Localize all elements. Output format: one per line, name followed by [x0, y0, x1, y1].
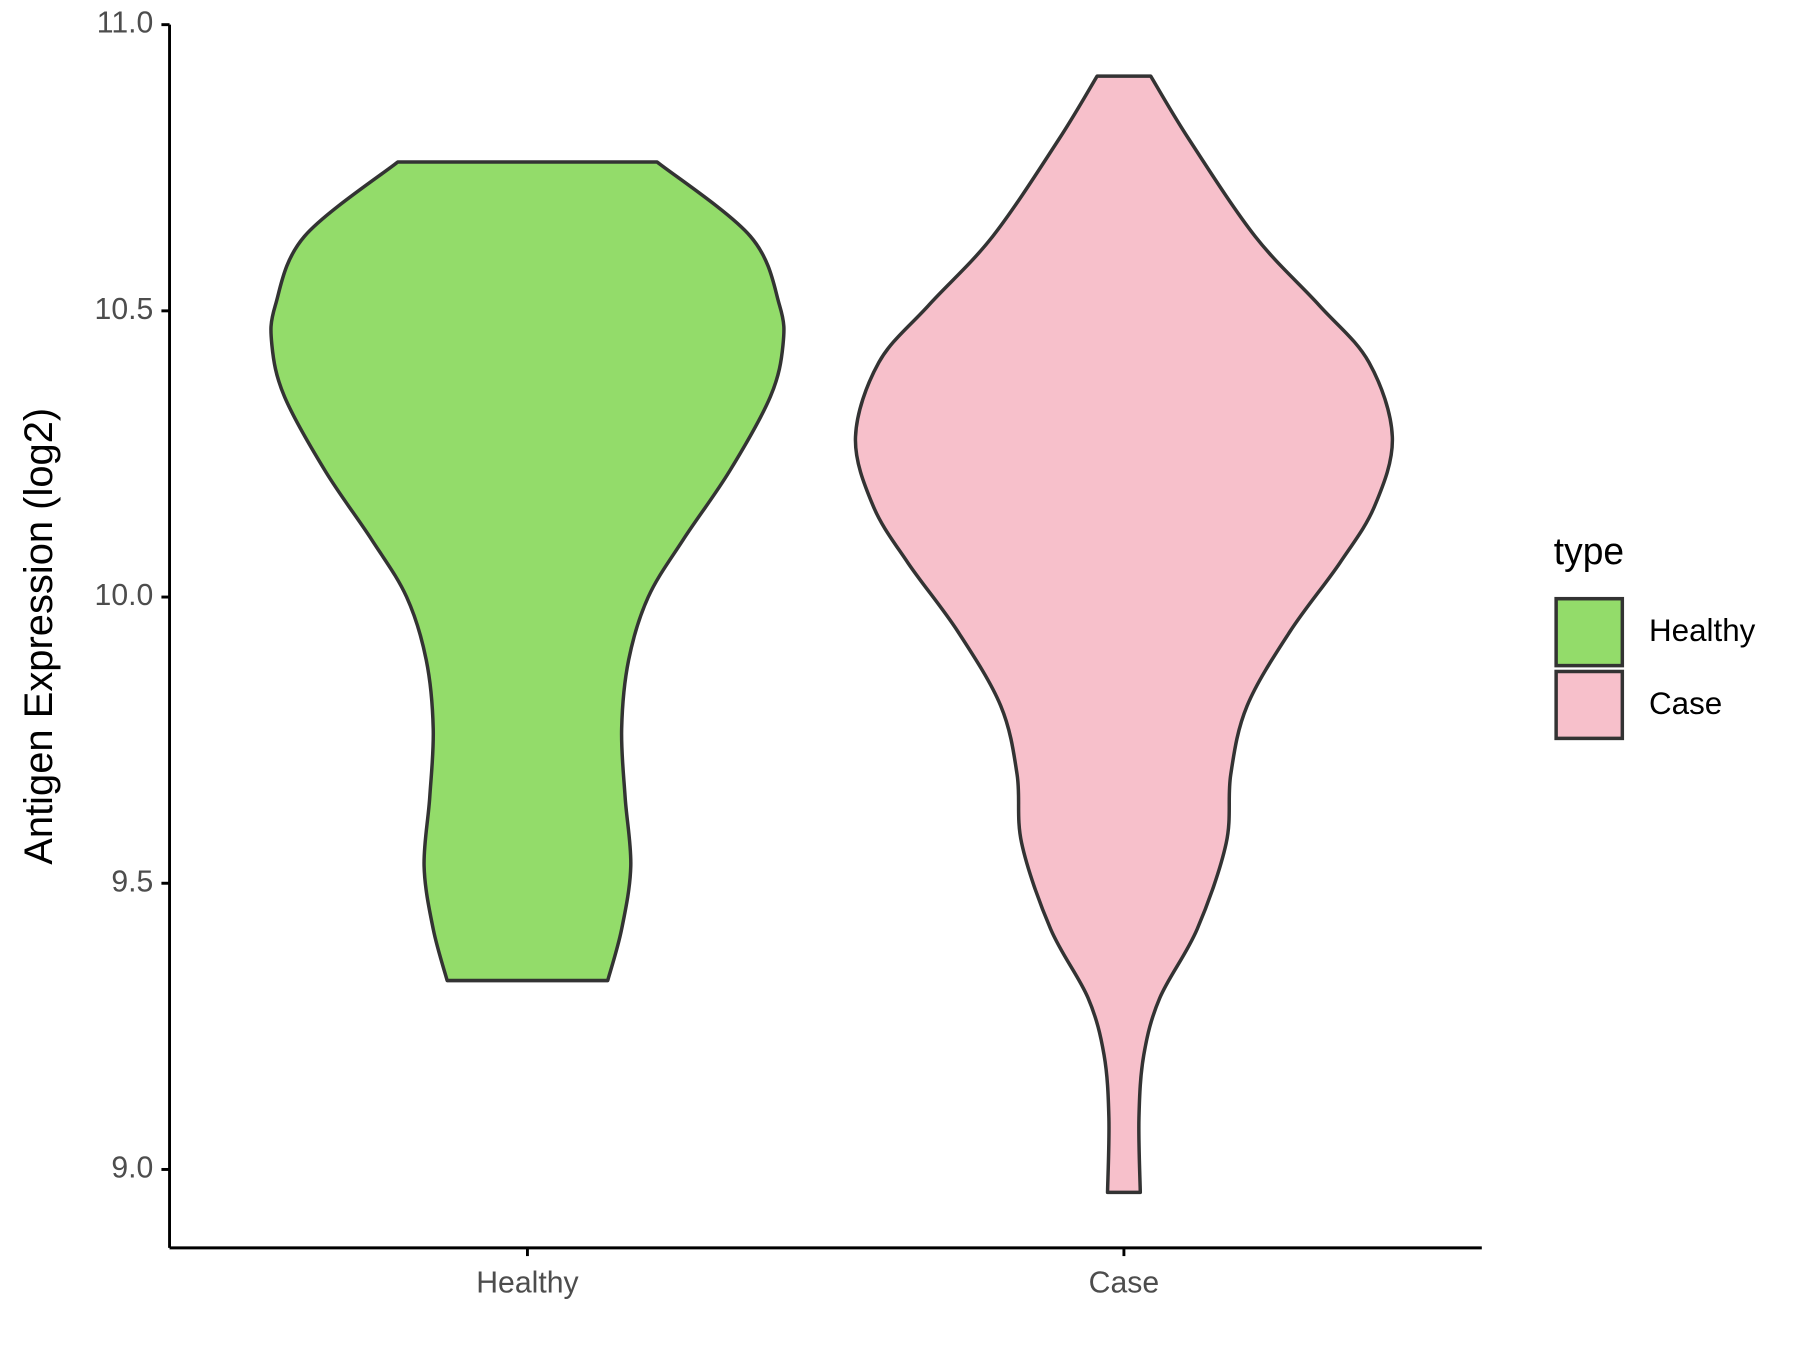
y-axis-label: Antigen Expression (log2) [17, 408, 61, 865]
x-tick-label: Healthy [476, 1266, 579, 1299]
legend-label: Case [1649, 685, 1722, 721]
violin [853, 74, 1395, 1195]
y-tick-label: 9.0 [111, 1151, 153, 1184]
legend-title: type [1554, 530, 1624, 572]
y-tick-label: 11.0 [97, 7, 154, 40]
y-tick-label: 10.5 [95, 293, 154, 326]
legend-swatch [1554, 596, 1625, 668]
y-tick-label: 10.0 [95, 579, 154, 612]
x-tick-label: Case [1089, 1266, 1159, 1299]
violin [269, 160, 786, 983]
y-tick-label: 9.5 [111, 865, 153, 898]
legend-label: Healthy [1649, 612, 1756, 648]
legend-swatch [1554, 669, 1625, 741]
